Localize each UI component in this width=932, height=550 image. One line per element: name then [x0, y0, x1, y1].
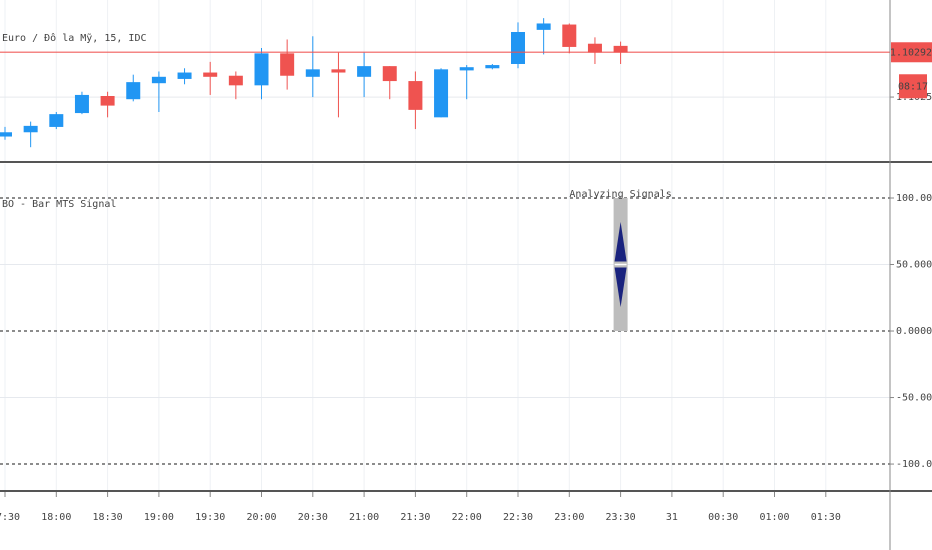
indicator-pane	[613, 197, 628, 332]
x-tick-label: 00:30	[708, 512, 738, 523]
candle-body	[587, 43, 602, 53]
candle-body	[305, 69, 320, 77]
candle-body	[280, 53, 295, 76]
y-tick-label: 100.00000	[896, 193, 932, 204]
candle-body	[203, 72, 218, 77]
x-tick-label: 01:30	[811, 512, 841, 523]
symbol-title: Euro / Đô la Mỹ, 15, IDC	[2, 32, 147, 44]
candle-body	[177, 72, 192, 79]
x-tick-label: 23:00	[554, 512, 584, 523]
candle-body	[562, 24, 577, 47]
price-label: 1.10292	[890, 47, 932, 58]
x-tick-label: 31	[666, 512, 678, 523]
up-arrow	[614, 221, 627, 262]
grid-layer	[0, 0, 890, 490]
y-tick-label: -50.00000	[896, 393, 932, 404]
candle-body	[536, 23, 551, 30]
down-arrow	[614, 267, 627, 308]
candle-body	[126, 82, 141, 100]
candle-body	[382, 66, 397, 82]
candle-body	[74, 94, 89, 114]
candle-body	[357, 66, 372, 77]
candle-body	[485, 65, 500, 69]
candle-body	[100, 96, 115, 106]
candle-body	[0, 132, 12, 137]
x-tick-label: 22:30	[503, 512, 533, 523]
candle-body	[49, 114, 64, 127]
price-label-box	[891, 42, 932, 63]
candle-body	[254, 53, 269, 86]
y-tick-label: 50.00000	[896, 260, 932, 271]
candle-body	[434, 69, 449, 118]
x-tick-label: 19:00	[144, 512, 174, 523]
candle-body	[511, 32, 525, 64]
x-tick-label: 21:30	[400, 512, 430, 523]
x-tick-label: 20:30	[298, 512, 328, 523]
candle-body	[23, 125, 38, 133]
candle-body	[331, 69, 346, 73]
x-tick-label: 22:00	[452, 512, 482, 523]
axis-layer: 17:30 18:00 18:30 19:00 19:30 20:00 20:30 21:00…	[0, 42, 932, 523]
candle-body	[613, 45, 628, 53]
candle-body	[151, 76, 166, 84]
x-tick-label: 19:30	[195, 512, 225, 523]
x-tick-label: 18:30	[93, 512, 123, 523]
x-tick-label: 20:00	[246, 512, 276, 523]
x-tick-label: 18:00	[41, 512, 71, 523]
candle-body	[228, 75, 243, 86]
indicator-title: BO - Bar MTS Signal	[2, 199, 116, 210]
x-tick-label: 23:30	[606, 512, 636, 523]
countdown-label: 08:17	[898, 81, 928, 92]
y-tick-label: 0.00000	[896, 326, 932, 337]
x-tick-label: 01:00	[759, 512, 789, 523]
candle-body	[408, 81, 423, 110]
signal-annotation: Analyzing Signals	[569, 189, 671, 200]
x-tick-label: 21:00	[349, 512, 379, 523]
x-tick-label: 17:30	[0, 512, 20, 523]
countdown-box	[899, 74, 927, 99]
y-tick-label: -100.00000	[896, 459, 932, 470]
price-pane	[0, 18, 890, 148]
candle-body	[459, 67, 474, 71]
